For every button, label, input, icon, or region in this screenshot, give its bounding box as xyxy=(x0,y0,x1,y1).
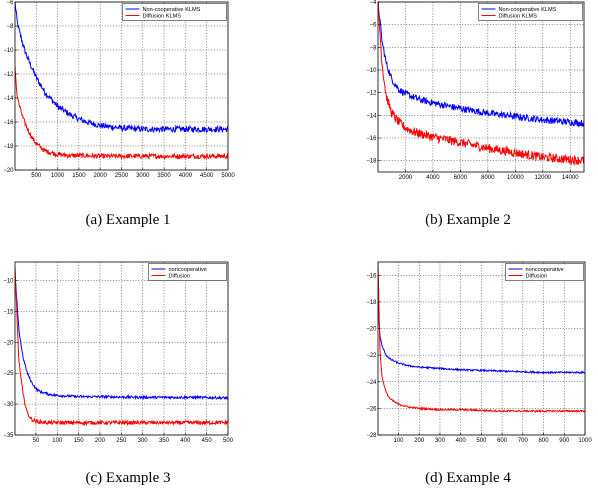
x-tick-label: 250 xyxy=(116,438,127,444)
y-tick-label: −8 xyxy=(7,24,15,30)
x-tick-label: 500 xyxy=(476,438,487,444)
series-line-2 xyxy=(15,266,228,427)
x-tick-label: 900 xyxy=(559,438,570,444)
legend-box xyxy=(505,263,584,281)
legend-label: noncooperative xyxy=(526,267,564,273)
legend-label: Diffusion xyxy=(526,274,548,280)
x-tick-label: 1000 xyxy=(578,438,592,444)
x-tick-label: 400 xyxy=(456,438,467,444)
legend-label: noncooperative xyxy=(169,267,207,273)
caption-b: (b) Example 2 xyxy=(425,212,511,228)
legend-label: Diffusion KLMS xyxy=(499,14,538,20)
y-tick-label: −6 xyxy=(370,23,378,29)
x-tick-label: 100 xyxy=(52,438,63,444)
x-tick-label: 300 xyxy=(435,438,446,444)
series-line-1 xyxy=(378,301,585,375)
chart-panel-2: 2000 4000 6000 8000 10000 12000 14000 −4 −6 −8 −10… xyxy=(366,0,585,181)
y-tick-label: −10 xyxy=(3,279,14,285)
x-tick-label: 450 xyxy=(202,438,213,444)
legend-label: Non-cooperative KLMS xyxy=(143,7,201,13)
x-tick-label: 700 xyxy=(518,438,529,444)
y-tick-label: −35 xyxy=(3,433,14,439)
chart-panel-4: 100 200 300 400 500 600 700 800 900 1000 −16 −18 −20… xyxy=(366,261,592,444)
series-line-2 xyxy=(378,2,584,167)
y-tick-label: −14 xyxy=(366,113,377,119)
caption-c: (c) Example 3 xyxy=(85,470,171,486)
y-tick-label: −4 xyxy=(370,0,378,6)
axes-box xyxy=(377,1,585,173)
y-tick-label: −20 xyxy=(3,168,14,174)
y-tick-label: −6 xyxy=(7,0,15,6)
legend-box xyxy=(478,3,583,21)
x-tick-label: 12000 xyxy=(534,175,551,181)
series-line-2 xyxy=(15,66,228,161)
y-tick-label: −10 xyxy=(366,68,377,74)
y-tick-label: −30 xyxy=(3,402,14,408)
y-tick-label: −12 xyxy=(366,91,377,97)
x-tick-label: 200 xyxy=(414,438,425,444)
x-tick-label: 100 xyxy=(394,438,405,444)
x-tick-label: 8000 xyxy=(481,175,495,181)
x-tick-label: 350 xyxy=(159,438,170,444)
y-tick-label: −16 xyxy=(366,273,377,279)
x-tick-label: 300 xyxy=(138,438,149,444)
y-tick-label: −12 xyxy=(3,72,14,78)
x-tick-label: 5000 xyxy=(221,173,235,179)
x-tick-label: 1500 xyxy=(72,173,86,179)
caption-a: (a) Example 1 xyxy=(85,212,171,228)
x-tick-label: 14000 xyxy=(562,175,579,181)
y-tick-label: −26 xyxy=(366,406,377,412)
x-tick-label: 3500 xyxy=(157,173,171,179)
legend-label: Non-cooperative KLMS xyxy=(499,7,557,13)
x-tick-label: 6000 xyxy=(454,175,468,181)
y-tick-label: −20 xyxy=(3,340,14,346)
y-tick-label: −16 xyxy=(3,120,14,126)
series-line-1 xyxy=(15,273,228,401)
legend-box xyxy=(148,263,227,281)
series-line-1 xyxy=(15,2,228,134)
x-tick-label: 500 xyxy=(31,173,42,179)
y-tick-label: −8 xyxy=(370,45,378,51)
x-tick-label: 2500 xyxy=(115,173,129,179)
series-line-1 xyxy=(378,2,584,128)
x-tick-label: 1000 xyxy=(51,173,65,179)
x-tick-label: 500 xyxy=(223,438,234,444)
y-tick-label: −14 xyxy=(3,96,14,102)
axes-box xyxy=(14,261,229,436)
x-tick-label: 4500 xyxy=(200,173,214,179)
y-tick-label: −18 xyxy=(366,300,377,306)
y-tick-label: −18 xyxy=(366,159,377,165)
x-tick-label: 800 xyxy=(539,438,550,444)
chart-panel-3: 50 100 150 200 250 300 350 400 450 500 −10 −15 −20 −2… xyxy=(3,261,234,444)
caption-d: (d) Example 4 xyxy=(425,470,511,486)
x-tick-label: 3000 xyxy=(136,173,150,179)
y-tick-label: −10 xyxy=(3,48,14,54)
y-tick-label: −22 xyxy=(366,353,377,359)
legend-label: Diffusion xyxy=(169,274,191,280)
y-tick-label: −20 xyxy=(366,327,377,333)
y-tick-label: −28 xyxy=(366,433,377,439)
y-tick-label: −18 xyxy=(3,144,14,150)
x-tick-label: 150 xyxy=(74,438,85,444)
y-tick-label: −16 xyxy=(366,136,377,142)
series-line-2 xyxy=(378,262,585,414)
x-tick-label: 4000 xyxy=(426,175,440,181)
x-tick-label: 4000 xyxy=(179,173,193,179)
x-tick-label: 10000 xyxy=(507,175,524,181)
legend-box xyxy=(122,3,227,21)
y-tick-label: −24 xyxy=(366,380,377,386)
x-tick-label: 2000 xyxy=(399,175,413,181)
legend-label: Diffusion KLMS xyxy=(143,14,182,20)
y-tick-label: −15 xyxy=(3,309,14,315)
y-tick-label: −25 xyxy=(3,371,14,377)
chart-panel-1: 500 1000 1500 2000 2500 3000 3500 4000 4500 5000 −… xyxy=(3,0,235,179)
x-tick-label: 2000 xyxy=(93,173,107,179)
x-tick-label: 200 xyxy=(95,438,106,444)
x-tick-label: 50 xyxy=(33,438,40,444)
x-tick-label: 600 xyxy=(497,438,508,444)
x-tick-label: 400 xyxy=(180,438,191,444)
